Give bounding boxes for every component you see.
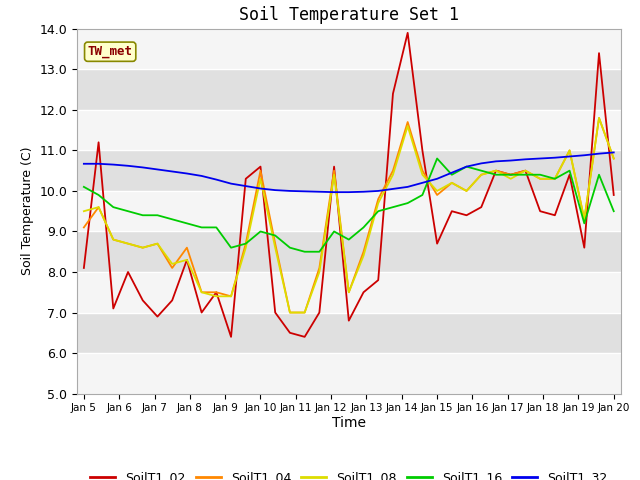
Title: Soil Temperature Set 1: Soil Temperature Set 1 bbox=[239, 6, 459, 24]
Bar bbox=[77, 110, 621, 150]
Bar bbox=[77, 231, 621, 272]
Legend: SoilT1_02, SoilT1_04, SoilT1_08, SoilT1_16, SoilT1_32: SoilT1_02, SoilT1_04, SoilT1_08, SoilT1_… bbox=[85, 467, 612, 480]
Bar bbox=[77, 191, 621, 231]
Bar bbox=[77, 69, 621, 110]
Bar bbox=[77, 312, 621, 353]
Bar bbox=[77, 353, 621, 394]
Y-axis label: Soil Temperature (C): Soil Temperature (C) bbox=[20, 147, 34, 276]
Bar bbox=[77, 29, 621, 69]
Bar bbox=[77, 272, 621, 312]
Bar bbox=[77, 150, 621, 191]
X-axis label: Time: Time bbox=[332, 416, 366, 430]
Text: TW_met: TW_met bbox=[88, 45, 132, 58]
